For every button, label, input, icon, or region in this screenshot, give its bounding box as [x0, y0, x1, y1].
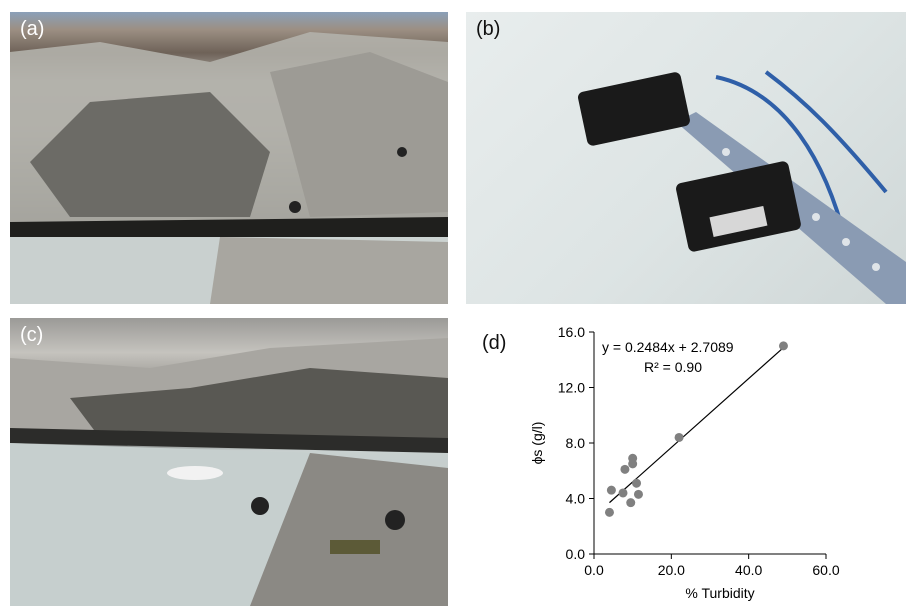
- photo-b-shapes: [578, 70, 906, 304]
- data-point: [674, 432, 684, 442]
- data-point: [628, 459, 638, 469]
- x-tick-label: 40.0: [735, 562, 762, 578]
- photo-turbidity-sensors-b: (b): [466, 12, 906, 304]
- x-tick-label: 0.0: [584, 562, 604, 578]
- data-point: [620, 464, 630, 474]
- data-point: [778, 341, 788, 351]
- panel-label-d: (d): [482, 332, 507, 354]
- y-axis-title: ϕs (g/l): [529, 422, 545, 465]
- x-tick-label: 20.0: [658, 562, 685, 578]
- y-tick-label: 12.0: [558, 380, 585, 396]
- x-tick-label: 60.0: [812, 562, 839, 578]
- chart-svg: 0.0 20.0 40.0 60.0 0.0 4.0 8.0 12.0 16.0 y = 0.2…: [529, 324, 840, 601]
- photo-a-shapes: [10, 32, 448, 304]
- data-point: [626, 498, 636, 508]
- data-point: [632, 478, 642, 488]
- data-point: [606, 485, 616, 495]
- r-squared-label: R² = 0.90: [644, 359, 702, 375]
- photo-lake-sampling-c: (c): [10, 318, 448, 606]
- panel-label-a: (a): [20, 18, 45, 40]
- panel-label-b: (b): [476, 18, 501, 40]
- panel-label-c: (c): [20, 324, 44, 346]
- photo-c-shapes: [10, 338, 448, 606]
- equation-label: y = 0.2484x + 2.7089: [602, 339, 734, 355]
- photo-glacier-portal-a: (a): [10, 12, 448, 304]
- y-tick-label: 4.0: [566, 491, 586, 507]
- y-tick-label: 16.0: [558, 324, 585, 340]
- trendline: [609, 347, 784, 504]
- scatter-chart-panel: (d) 0.0 20.0 40.0 60.0 0.0 4.0 8.0 12.0 16.0 y =…: [466, 318, 906, 606]
- data-point: [633, 489, 643, 499]
- x-axis-title: % Turbidity: [685, 585, 754, 601]
- data-point: [618, 488, 628, 498]
- y-tick-label: 8.0: [566, 435, 586, 451]
- data-point: [604, 507, 614, 517]
- y-tick-label: 0.0: [566, 546, 586, 562]
